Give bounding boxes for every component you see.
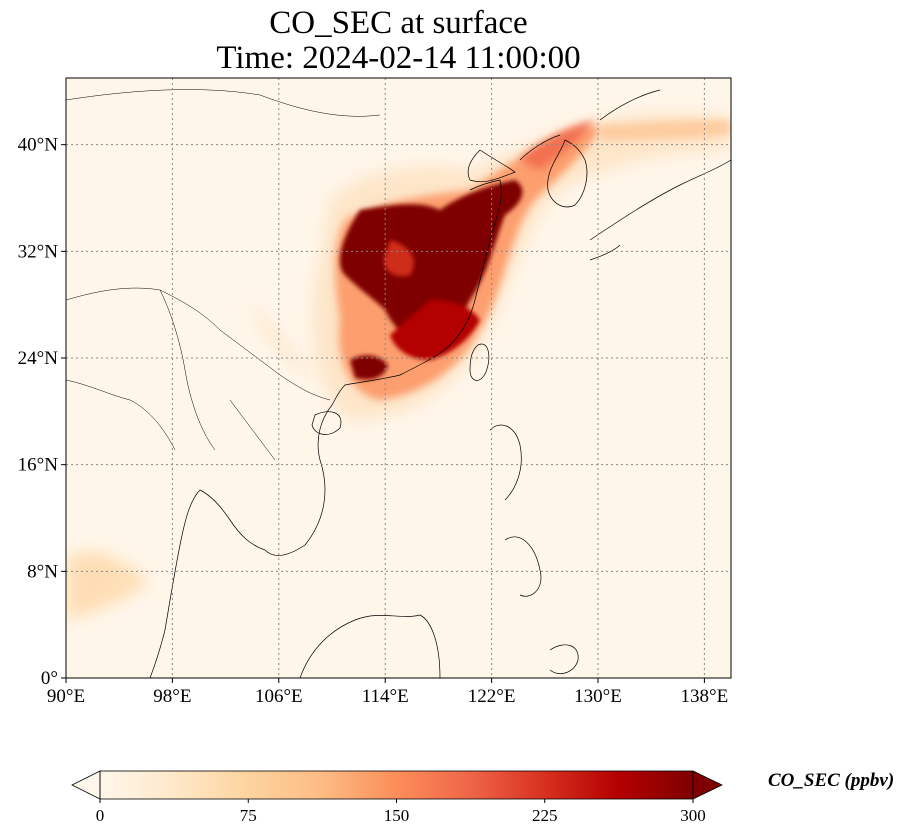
map-panel xyxy=(66,78,731,678)
colorbar-gradient xyxy=(100,771,693,799)
colorbar-tick-label: 150 xyxy=(384,806,410,825)
tick-label-lat: 40°N xyxy=(18,135,59,156)
map-title: CO_SEC at surface Time: 2024-02-14 11:00… xyxy=(66,6,731,76)
coastlines xyxy=(66,89,731,678)
colorbar-tick-label: 0 xyxy=(96,806,105,825)
tick-label-lon: 122°E xyxy=(468,686,516,707)
title-line-2: Time: 2024-02-14 11:00:00 xyxy=(216,40,581,76)
colorbar-ticks: 0 75 150 225 300 xyxy=(96,799,706,825)
title-line-1: CO_SEC at surface xyxy=(269,5,528,41)
tick-label-lon: 106°E xyxy=(255,686,303,707)
colorbar-tick-label: 300 xyxy=(680,806,706,825)
colorbar-extend-min xyxy=(71,770,101,800)
tick-label-lat: 32°N xyxy=(18,241,59,262)
tick-label-lon: 114°E xyxy=(362,686,409,707)
gridlines xyxy=(66,78,731,678)
longitude-ticks: 90°E 98°E 106°E 114°E 122°E 130°E 138°E xyxy=(47,678,728,707)
tick-label-lon: 138°E xyxy=(681,686,729,707)
colorbar-tick-label: 225 xyxy=(532,806,558,825)
tick-label-lon: 98°E xyxy=(153,686,191,707)
colorbar: 0 75 150 225 300 xyxy=(71,770,723,825)
concentration-field xyxy=(66,113,731,620)
tick-label-lon: 130°E xyxy=(574,686,622,707)
tick-label-lat: 16°N xyxy=(18,455,59,476)
tick-label-lon: 90°E xyxy=(47,686,85,707)
tick-label-lat: 8°N xyxy=(27,561,58,582)
tick-label-lat: 0° xyxy=(41,668,58,689)
tick-label-lat: 24°N xyxy=(18,348,59,369)
map-border xyxy=(65,77,732,679)
colorbar-tick-label: 75 xyxy=(240,806,257,825)
colorbar-label: CO_SEC (ppbv) xyxy=(768,770,895,791)
colorbar-extend-max xyxy=(692,770,723,800)
latitude-ticks: 0° 8°N 16°N 24°N 32°N 40°N xyxy=(18,135,66,689)
